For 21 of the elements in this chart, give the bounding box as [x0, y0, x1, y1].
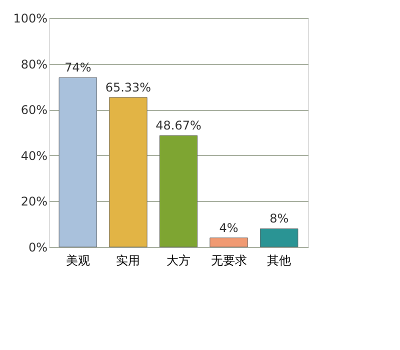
- y-tick-label: 100%: [13, 12, 48, 26]
- data-label: 74%: [64, 60, 92, 75]
- x-tick-label: 大方: [166, 254, 190, 268]
- y-tick-label: 60%: [20, 103, 48, 118]
- data-label: 48.67%: [156, 118, 202, 133]
- y-tick-label: 0%: [28, 240, 48, 254]
- data-label: 65.33%: [105, 80, 152, 94]
- x-tick-label: 其他: [267, 254, 292, 268]
- data-label: 4%: [219, 220, 238, 235]
- bar: [159, 135, 198, 248]
- x-tick-label: 实用: [116, 254, 140, 268]
- y-tick-label: 20%: [20, 194, 48, 209]
- bar: [260, 228, 298, 248]
- data-label: 8%: [270, 212, 289, 226]
- bar: [58, 77, 98, 248]
- x-tick-label: 美观: [66, 254, 90, 268]
- y-tick-label: 40%: [20, 148, 48, 163]
- y-tick-label: 80%: [20, 57, 48, 72]
- x-tick-label: 无要求: [210, 254, 247, 268]
- bar: [210, 238, 248, 248]
- bar: [109, 97, 148, 248]
